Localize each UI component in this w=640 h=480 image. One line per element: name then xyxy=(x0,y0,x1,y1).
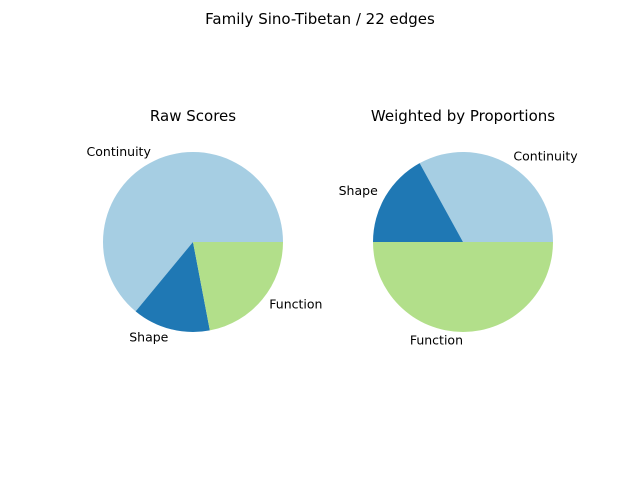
pie-chart-weighted: Weighted by Proportions Continuity Shape F… xyxy=(339,107,579,348)
pie-chart-raw-scores: Raw Scores Continuity Shape Function xyxy=(87,107,323,344)
pie-title-weighted: Weighted by Proportions xyxy=(371,107,555,125)
pie-labels-weighted: Continuity Shape Function xyxy=(339,148,579,347)
pie-slice-continuity xyxy=(419,151,553,242)
pie-label-shape: Shape xyxy=(339,183,378,198)
figure-title: Family Sino-Tibetan / 22 edges xyxy=(205,10,435,28)
pie-label-continuity: Continuity xyxy=(87,144,152,159)
pie-slices-weighted xyxy=(373,151,553,332)
pie-slice-shape xyxy=(373,163,463,242)
pie-label-continuity: Continuity xyxy=(513,148,578,163)
pie-slice-shape xyxy=(135,242,210,333)
pie-title-raw-scores: Raw Scores xyxy=(150,107,236,125)
pie-slice-continuity xyxy=(103,152,283,312)
pie-label-function: Function xyxy=(269,297,322,312)
pie-labels-raw-scores: Continuity Shape Function xyxy=(87,144,323,344)
pie-label-shape: Shape xyxy=(129,329,168,344)
pie-slices-raw-scores xyxy=(103,152,283,333)
pie-slice-function xyxy=(373,242,553,332)
pie-slice-function xyxy=(193,242,283,331)
pie-label-function: Function xyxy=(410,333,463,348)
